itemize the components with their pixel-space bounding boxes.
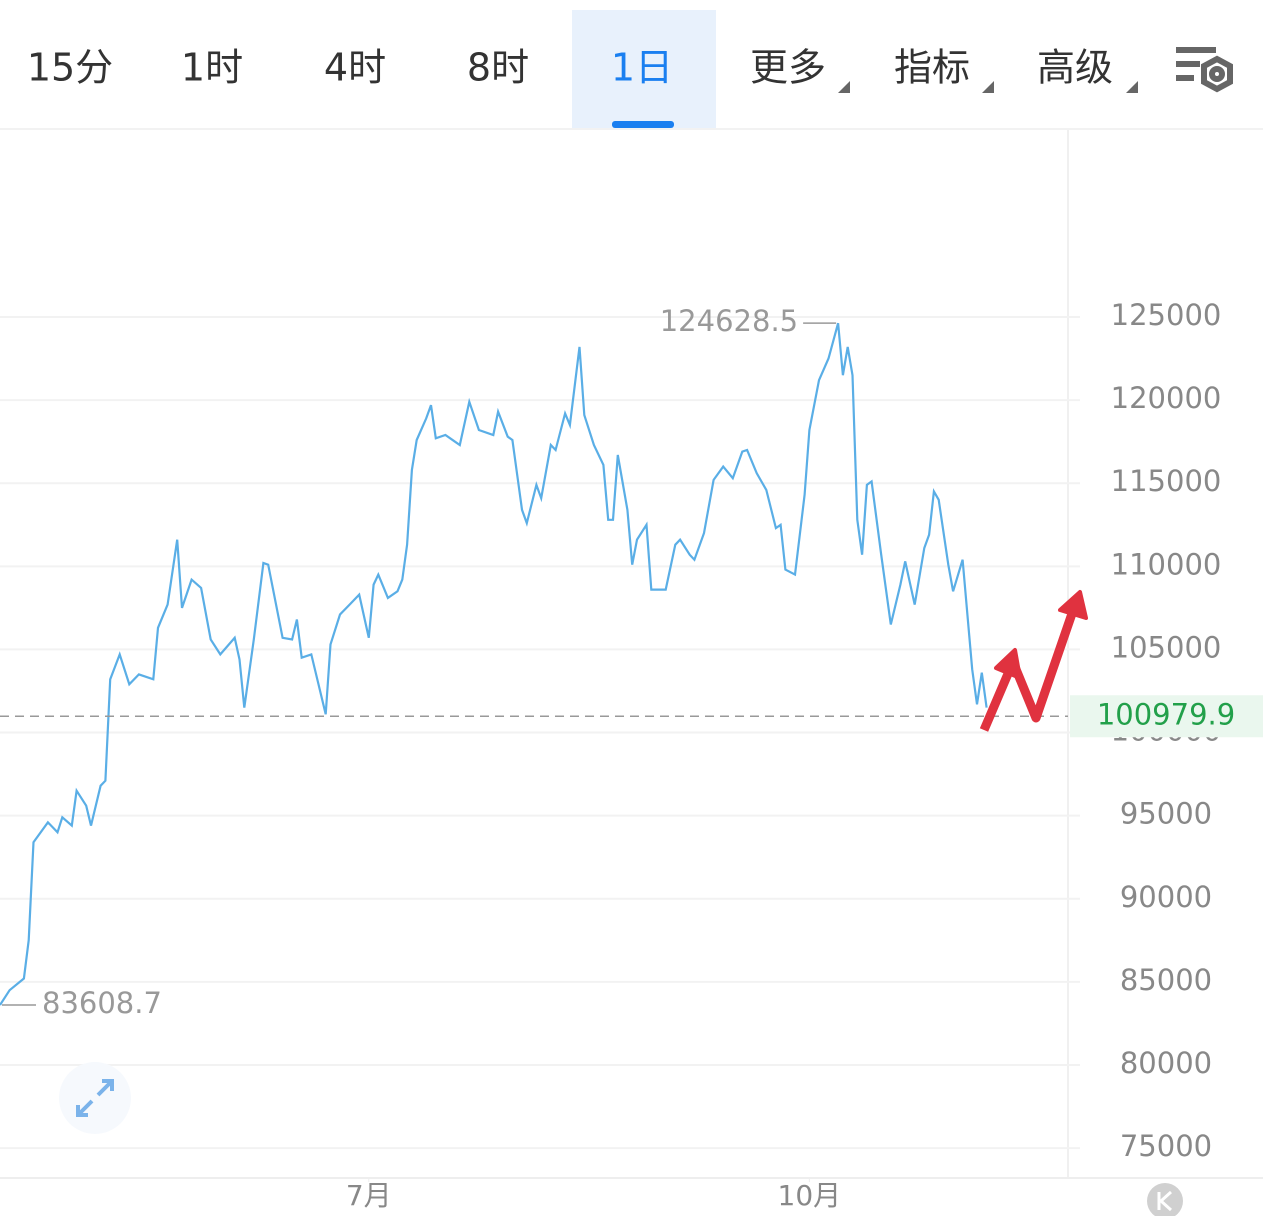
- tab[interactable]: 8时: [467, 46, 529, 90]
- y-tick-label: 75000: [1120, 1129, 1212, 1163]
- y-tick-label: 80000: [1120, 1046, 1212, 1080]
- x-tick-label: 10月: [778, 1179, 842, 1212]
- min-label: 83608.7: [42, 986, 162, 1020]
- last-price-box: [1070, 695, 1263, 738]
- plot: 7500080000850009000095000100000105000110…: [0, 130, 1263, 1212]
- tab[interactable]: 更多: [750, 46, 826, 90]
- tab[interactable]: 1时: [181, 46, 243, 90]
- max-label: 124628.5: [660, 304, 798, 338]
- hand-drawn-arrows: [979, 590, 1088, 732]
- y-tick-label: 115000: [1111, 464, 1222, 498]
- settings-icon[interactable]: [1176, 47, 1233, 93]
- last-price-label: 100979.9: [1097, 697, 1235, 731]
- y-tick-label: 105000: [1111, 630, 1222, 664]
- tab[interactable]: 4时: [324, 46, 386, 90]
- dropdown-triangles: [838, 81, 1138, 93]
- tab[interactable]: 高级: [1037, 46, 1113, 90]
- k-button[interactable]: [1147, 1183, 1183, 1219]
- expand-button[interactable]: [59, 1062, 131, 1134]
- y-tick-label: 110000: [1111, 547, 1222, 581]
- toolbar: [0, 10, 1263, 130]
- active-tab-underline: [612, 121, 674, 128]
- y-tick-label: 120000: [1111, 381, 1222, 415]
- y-tick-label: 90000: [1120, 880, 1212, 914]
- x-tick-label: 7月: [346, 1179, 392, 1212]
- y-tick-label: 85000: [1120, 963, 1212, 997]
- tab[interactable]: 15分: [27, 46, 113, 90]
- y-tick-label: 95000: [1120, 797, 1212, 831]
- y-tick-label: 125000: [1111, 298, 1222, 332]
- active-tab-bg: [572, 10, 716, 128]
- tab[interactable]: 指标: [894, 46, 970, 90]
- price-line: [0, 322, 988, 1006]
- tab[interactable]: 1日: [611, 46, 673, 90]
